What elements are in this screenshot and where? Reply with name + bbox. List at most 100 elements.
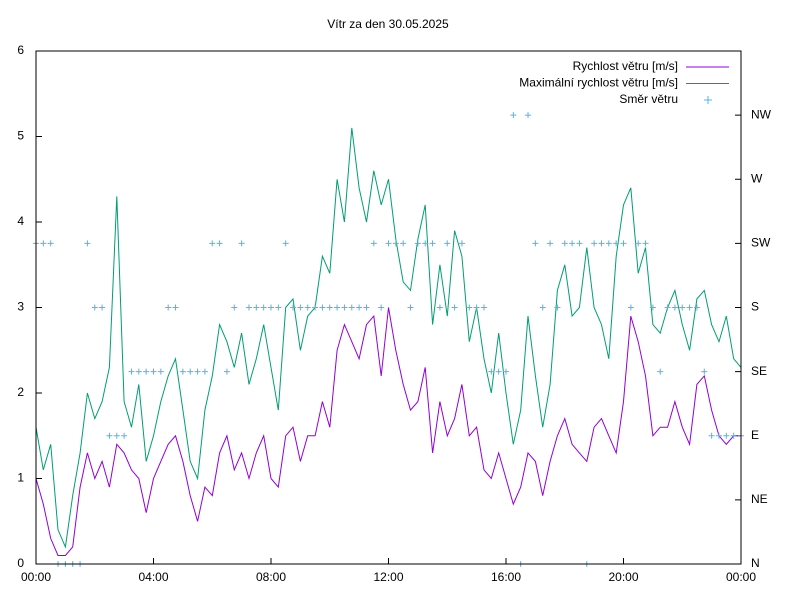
direction-point	[444, 240, 451, 247]
y-tick-label: 4	[17, 214, 24, 228]
series-line	[35, 307, 741, 556]
direction-point	[664, 304, 671, 311]
plot-border	[35, 50, 742, 565]
direction-point	[503, 368, 509, 375]
y2-tick-label: E	[751, 428, 759, 442]
direction-point	[187, 368, 194, 375]
direction-point	[341, 304, 348, 311]
direction-point	[576, 240, 583, 247]
direction-point	[356, 304, 363, 311]
series-line	[35, 127, 742, 549]
direction-point	[458, 240, 465, 247]
direction-point	[649, 304, 656, 311]
direction-point	[554, 304, 561, 311]
direction-point	[480, 304, 487, 311]
x-tick-label: 16:00	[491, 570, 521, 584]
direction-point	[128, 368, 135, 375]
direction-point	[150, 368, 157, 375]
y2-tick-label: N	[751, 556, 760, 570]
direction-point	[121, 432, 128, 439]
direction-point	[723, 432, 730, 439]
direction-point	[135, 368, 142, 375]
direction-point	[679, 304, 686, 311]
y2-tick-label: NW	[751, 107, 772, 121]
direction-point	[91, 304, 98, 311]
direction-point	[348, 304, 355, 311]
direction-point	[304, 304, 311, 311]
y2-tick-label: SE	[751, 364, 767, 378]
chart-title: Vítr za den 30.05.2025	[327, 17, 449, 31]
direction-point	[290, 304, 297, 311]
direction-point	[451, 304, 458, 311]
direction-point	[525, 112, 532, 119]
direction-point	[407, 304, 414, 311]
direction-point	[165, 304, 172, 311]
direction-point	[466, 304, 473, 311]
direction-point	[701, 368, 708, 375]
direction-point	[179, 368, 186, 375]
x-tick-label: 00:00	[21, 570, 51, 584]
direction-point	[627, 304, 634, 311]
direction-point	[370, 240, 377, 247]
direction-point	[488, 368, 495, 375]
direction-point	[231, 304, 238, 311]
direction-point	[598, 240, 605, 247]
direction-point	[495, 368, 502, 375]
direction-point	[422, 240, 429, 247]
direction-point	[429, 240, 436, 247]
direction-point	[157, 368, 164, 375]
y-tick-label: 5	[17, 129, 24, 143]
direction-point	[510, 112, 517, 119]
direction-point	[334, 304, 341, 311]
x-tick-label: 04:00	[138, 570, 168, 584]
direction-point	[40, 240, 47, 247]
direction-point	[547, 240, 554, 247]
direction-point	[238, 240, 245, 247]
direction-point	[591, 240, 598, 247]
y2-tick-label: S	[751, 300, 759, 314]
direction-point	[47, 240, 54, 247]
direction-point	[223, 368, 230, 375]
direction-point	[671, 304, 678, 311]
y-tick-label: 1	[17, 471, 24, 485]
direction-point	[275, 304, 282, 311]
direction-point	[730, 432, 737, 439]
direction-point	[282, 240, 289, 247]
direction-point	[312, 304, 319, 311]
direction-point	[532, 240, 539, 247]
y-tick-label: 0	[17, 556, 24, 570]
direction-point	[326, 304, 333, 311]
direction-point	[363, 304, 370, 311]
direction-point	[113, 432, 120, 439]
direction-point	[473, 304, 480, 311]
direction-point	[378, 304, 385, 311]
direction-point	[400, 240, 407, 247]
direction-point	[99, 304, 106, 311]
direction-point	[414, 240, 421, 247]
x-tick-label: 00:00	[726, 570, 756, 584]
x-tick-label: 12:00	[373, 570, 403, 584]
direction-point	[693, 304, 700, 311]
direction-point	[708, 432, 715, 439]
direction-point	[253, 304, 260, 311]
direction-point	[245, 304, 252, 311]
direction-point	[106, 432, 113, 439]
direction-point	[642, 240, 649, 247]
direction-point	[436, 304, 443, 311]
direction-point	[172, 304, 179, 311]
direction-point	[297, 304, 304, 311]
legend-label: Rychlost větru [m/s]	[573, 59, 678, 73]
y-tick-label: 2	[17, 385, 24, 399]
x-tick-label: 08:00	[256, 570, 286, 584]
direction-point	[392, 240, 399, 247]
x-tick-label: 20:00	[608, 570, 638, 584]
direction-point	[268, 304, 274, 311]
direction-point	[216, 240, 223, 247]
direction-point	[605, 240, 612, 247]
direction-point	[143, 368, 150, 375]
direction-point	[260, 304, 267, 311]
direction-point	[539, 304, 546, 311]
legend-label: Maximální rychlost větru [m/s]	[519, 76, 678, 90]
direction-point	[635, 240, 642, 247]
direction-point	[613, 240, 620, 247]
